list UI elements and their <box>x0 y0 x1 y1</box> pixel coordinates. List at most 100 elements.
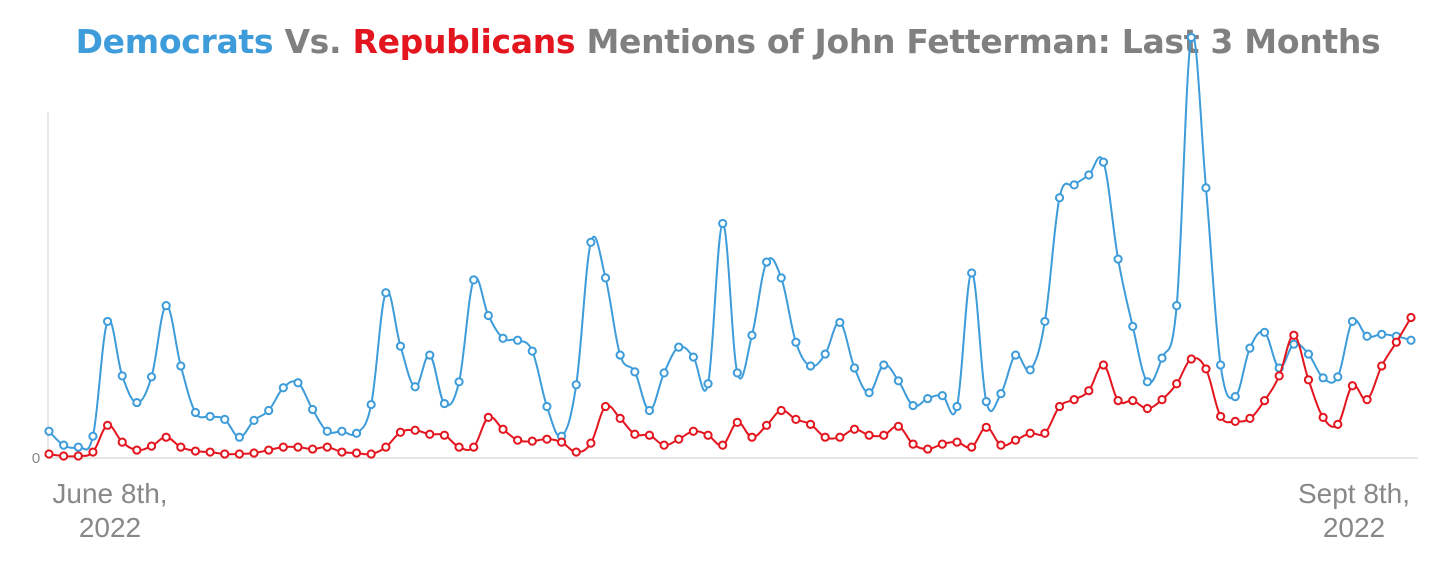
data-point-republicans <box>1157 395 1167 405</box>
data-point-republicans <box>308 444 318 454</box>
data-point-democrats <box>1025 365 1035 375</box>
data-point-democrats <box>1289 339 1299 349</box>
data-point-republicans <box>908 439 918 449</box>
data-point-democrats <box>996 389 1006 399</box>
x-start-label-line1: June 8th, <box>52 478 168 509</box>
data-point-republicans <box>586 438 596 448</box>
data-point-republicans <box>176 442 186 452</box>
data-point-republicans <box>1362 395 1372 405</box>
data-point-democrats <box>322 426 332 436</box>
data-point-democrats <box>791 337 801 347</box>
data-point-republicans <box>615 413 625 423</box>
data-point-republicans <box>1098 360 1109 370</box>
data-point-republicans <box>1216 411 1226 422</box>
data-point-republicans <box>264 445 274 455</box>
data-point-democrats <box>923 394 933 404</box>
data-point-democrats <box>59 440 69 450</box>
data-point-democrats <box>776 273 786 283</box>
data-point-republicans <box>366 449 376 459</box>
data-point-democrats <box>893 376 904 386</box>
data-point-democrats <box>981 396 991 407</box>
series-line-democrats <box>48 33 1412 451</box>
data-point-democrats <box>454 377 464 387</box>
data-point-republicans <box>732 417 742 427</box>
data-point-democrats <box>952 401 962 412</box>
chart-title: Democrats Vs. Republicans Mentions of Jo… <box>0 22 1456 61</box>
data-point-democrats <box>1142 377 1152 387</box>
data-point-republicans <box>996 440 1006 450</box>
data-point-republicans <box>146 441 157 451</box>
data-point-republicans <box>791 414 801 424</box>
data-point-republicans <box>454 442 464 452</box>
data-point-democrats <box>73 442 83 452</box>
data-point-republicans <box>44 449 54 459</box>
data-point-democrats <box>762 257 772 267</box>
data-point-democrats <box>88 431 98 441</box>
data-point-democrats <box>1230 392 1240 402</box>
data-point-republicans <box>967 442 977 452</box>
data-point-democrats <box>205 411 215 422</box>
series-line-republicans <box>48 316 1412 458</box>
data-point-democrats <box>805 361 816 371</box>
data-point-republicans <box>322 442 332 452</box>
data-point-democrats <box>718 218 728 229</box>
data-point-democrats <box>644 405 655 416</box>
data-point-republicans <box>805 419 816 429</box>
data-point-democrats <box>1406 335 1416 345</box>
data-point-democrats <box>146 372 157 382</box>
data-point-democrats <box>967 268 977 278</box>
data-point-democrats <box>1069 180 1079 190</box>
data-point-republicans <box>630 429 640 439</box>
x-end-label: Sept 8th, 2022 <box>1264 477 1444 545</box>
data-point-republicans <box>439 430 450 440</box>
title-republicans: Republicans <box>352 22 576 61</box>
data-point-republicans <box>527 436 537 446</box>
data-point-democrats <box>1377 329 1387 339</box>
data-point-republicans <box>161 432 171 442</box>
data-point-democrats <box>1186 32 1196 43</box>
data-point-republicans <box>205 447 215 457</box>
data-point-republicans <box>1303 375 1314 385</box>
data-point-republicans <box>337 447 347 457</box>
data-point-republicans <box>381 442 391 452</box>
data-point-democrats <box>44 426 54 436</box>
data-point-republicans <box>513 435 523 445</box>
data-point-democrats <box>190 407 201 418</box>
data-point-republicans <box>600 401 611 412</box>
data-point-democrats <box>161 301 171 311</box>
data-point-democrats <box>1157 353 1167 363</box>
data-point-democrats <box>835 317 845 328</box>
data-point-republicans <box>893 421 904 431</box>
title-rest: Mentions of John Fetterman: Last 3 Month… <box>575 22 1381 61</box>
data-point-republicans <box>556 437 567 447</box>
data-point-democrats <box>1054 193 1065 203</box>
data-point-democrats <box>351 428 362 438</box>
data-point-republicans <box>835 432 845 442</box>
data-point-republicans <box>1113 395 1123 406</box>
data-point-republicans <box>1054 401 1065 412</box>
data-point-republicans <box>703 430 713 440</box>
data-point-republicans <box>395 427 406 437</box>
data-point-republicans <box>132 445 142 455</box>
data-point-democrats <box>703 379 713 389</box>
data-point-republicans <box>571 447 581 457</box>
x-start-label: June 8th, 2022 <box>20 477 200 545</box>
data-point-republicans <box>410 425 420 435</box>
data-point-democrats <box>498 333 508 343</box>
data-point-republicans <box>1333 419 1343 429</box>
data-point-republicans <box>776 405 786 416</box>
data-point-republicans <box>1318 412 1328 423</box>
data-point-democrats <box>234 432 244 442</box>
data-point-democrats <box>937 391 947 401</box>
data-point-republicans <box>73 451 83 461</box>
data-point-republicans <box>1010 435 1021 445</box>
data-point-democrats <box>908 400 918 411</box>
data-point-democrats <box>337 426 347 436</box>
data-point-republicans <box>234 449 244 459</box>
data-point-republicans <box>762 420 772 430</box>
data-point-democrats <box>293 378 303 388</box>
x-end-label-line1: Sept 8th, <box>1297 478 1411 509</box>
data-point-republicans <box>249 448 259 458</box>
data-point-democrats <box>1010 350 1021 360</box>
